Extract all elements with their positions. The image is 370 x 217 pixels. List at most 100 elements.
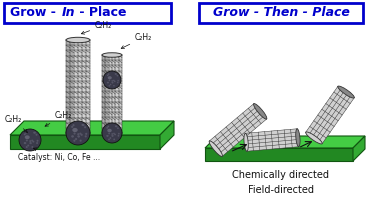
Polygon shape — [245, 133, 247, 156]
Text: C₂H₂: C₂H₂ — [121, 33, 152, 48]
Text: Grow - Then - Place: Grow - Then - Place — [212, 7, 349, 20]
Ellipse shape — [115, 73, 117, 75]
Text: C₂H₂: C₂H₂ — [45, 111, 72, 126]
Ellipse shape — [24, 133, 26, 135]
Polygon shape — [205, 136, 365, 148]
Ellipse shape — [66, 121, 90, 145]
FancyBboxPatch shape — [4, 3, 171, 23]
Ellipse shape — [338, 86, 354, 98]
Ellipse shape — [81, 124, 84, 126]
Ellipse shape — [107, 126, 109, 127]
Ellipse shape — [244, 133, 248, 151]
Ellipse shape — [80, 140, 82, 142]
Ellipse shape — [112, 82, 114, 83]
Text: In: In — [62, 7, 75, 20]
Ellipse shape — [24, 142, 26, 144]
Ellipse shape — [73, 124, 75, 126]
Polygon shape — [160, 121, 174, 149]
Polygon shape — [205, 148, 353, 161]
Ellipse shape — [117, 82, 119, 83]
Ellipse shape — [31, 146, 33, 148]
Ellipse shape — [33, 132, 35, 134]
Ellipse shape — [306, 132, 322, 144]
Ellipse shape — [33, 141, 34, 143]
Ellipse shape — [29, 142, 31, 144]
Ellipse shape — [85, 133, 87, 135]
Ellipse shape — [30, 142, 32, 144]
Ellipse shape — [79, 133, 81, 135]
Ellipse shape — [102, 53, 122, 57]
Text: - Place: - Place — [75, 7, 127, 20]
Polygon shape — [10, 135, 160, 149]
Ellipse shape — [71, 126, 73, 128]
Ellipse shape — [111, 133, 113, 135]
FancyBboxPatch shape — [199, 3, 363, 23]
Ellipse shape — [106, 127, 108, 129]
Ellipse shape — [111, 82, 113, 83]
Ellipse shape — [108, 76, 112, 79]
Ellipse shape — [36, 134, 37, 136]
Ellipse shape — [73, 140, 75, 142]
Ellipse shape — [209, 141, 222, 156]
Ellipse shape — [84, 126, 86, 128]
Ellipse shape — [83, 124, 84, 126]
Ellipse shape — [25, 132, 27, 134]
Polygon shape — [102, 55, 122, 133]
Ellipse shape — [77, 133, 79, 135]
Ellipse shape — [34, 132, 36, 134]
Ellipse shape — [115, 73, 116, 75]
Text: Grow -: Grow - — [10, 7, 60, 20]
Ellipse shape — [102, 123, 122, 143]
Ellipse shape — [102, 131, 122, 135]
Polygon shape — [209, 104, 267, 156]
Ellipse shape — [107, 82, 109, 83]
Ellipse shape — [72, 128, 78, 132]
Ellipse shape — [72, 135, 74, 138]
Ellipse shape — [109, 80, 110, 81]
Ellipse shape — [108, 138, 110, 140]
Ellipse shape — [19, 129, 41, 151]
Ellipse shape — [107, 135, 109, 137]
Ellipse shape — [85, 135, 87, 137]
Ellipse shape — [75, 138, 77, 140]
Ellipse shape — [117, 80, 119, 81]
Ellipse shape — [107, 82, 108, 83]
Polygon shape — [66, 40, 73, 133]
Ellipse shape — [29, 140, 31, 142]
Ellipse shape — [111, 80, 113, 82]
Ellipse shape — [107, 129, 112, 132]
Text: Catalyst: Ni, Co, Fe ...: Catalyst: Ni, Co, Fe ... — [18, 148, 100, 162]
Ellipse shape — [27, 145, 29, 146]
Text: Field-directed: Field-directed — [248, 185, 314, 195]
Ellipse shape — [110, 137, 111, 139]
Ellipse shape — [113, 138, 115, 140]
Ellipse shape — [113, 85, 115, 87]
Polygon shape — [102, 55, 108, 133]
Ellipse shape — [118, 135, 120, 137]
Ellipse shape — [108, 73, 110, 75]
Ellipse shape — [108, 133, 110, 134]
Polygon shape — [245, 129, 299, 151]
Ellipse shape — [26, 140, 28, 141]
Ellipse shape — [37, 140, 38, 142]
Ellipse shape — [115, 125, 117, 127]
Ellipse shape — [71, 135, 73, 138]
Text: C₂H₂: C₂H₂ — [81, 21, 112, 34]
Ellipse shape — [112, 135, 114, 137]
Polygon shape — [209, 141, 225, 160]
Ellipse shape — [81, 134, 83, 136]
Text: Chemically directed: Chemically directed — [232, 170, 330, 180]
Ellipse shape — [106, 135, 108, 137]
Ellipse shape — [108, 85, 110, 87]
Ellipse shape — [103, 71, 121, 89]
Polygon shape — [353, 136, 365, 161]
Ellipse shape — [31, 140, 33, 141]
Ellipse shape — [296, 129, 300, 147]
Ellipse shape — [111, 135, 113, 137]
Polygon shape — [10, 121, 174, 135]
Ellipse shape — [253, 104, 267, 119]
Ellipse shape — [113, 133, 115, 135]
Ellipse shape — [77, 135, 80, 137]
Ellipse shape — [36, 142, 38, 144]
Ellipse shape — [117, 75, 118, 77]
